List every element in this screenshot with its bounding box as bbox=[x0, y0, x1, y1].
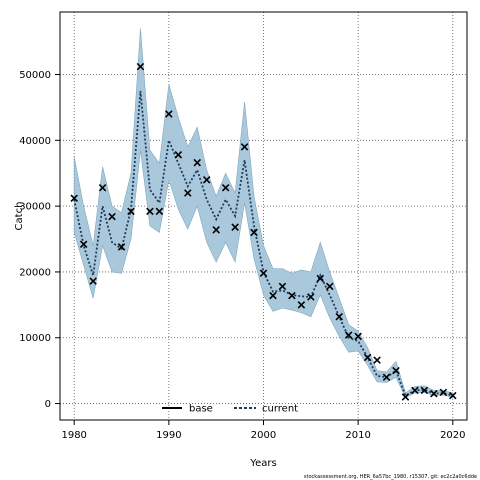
base-marker bbox=[221, 183, 230, 192]
base-marker bbox=[439, 388, 448, 397]
base-marker bbox=[165, 110, 173, 118]
y-tick-label: 40000 bbox=[19, 136, 51, 147]
x-tick-label: 2010 bbox=[345, 430, 370, 441]
base-marker bbox=[449, 391, 457, 400]
legend: base current bbox=[162, 404, 298, 415]
base-marker bbox=[136, 62, 145, 71]
base-marker bbox=[297, 301, 306, 309]
base-marker bbox=[184, 189, 192, 197]
base-marker bbox=[127, 207, 135, 216]
base-marker bbox=[430, 389, 438, 398]
base-marker bbox=[259, 269, 268, 278]
base-marker bbox=[250, 228, 258, 237]
band-area bbox=[73, 28, 454, 399]
base-marker bbox=[363, 353, 372, 362]
x-axis-label: Years bbox=[249, 458, 276, 469]
base-marker bbox=[420, 386, 429, 395]
base-marker bbox=[98, 183, 107, 192]
base-marker bbox=[231, 223, 239, 231]
base-marker bbox=[89, 277, 97, 285]
base-marker bbox=[174, 151, 183, 159]
base-marker bbox=[108, 212, 116, 221]
x-tick-label: 1980 bbox=[61, 430, 86, 441]
base-marker bbox=[344, 331, 353, 339]
base-marker bbox=[269, 291, 277, 300]
x-axis: 1980 1990 2000 2010 2020 bbox=[61, 420, 466, 441]
base-marker bbox=[193, 158, 202, 167]
base-marker bbox=[117, 243, 126, 251]
base-marker bbox=[354, 332, 362, 341]
legend-base-label: base bbox=[189, 404, 213, 415]
legend-current-label: current bbox=[262, 404, 298, 415]
base-marker bbox=[401, 393, 410, 401]
base-marker bbox=[288, 291, 296, 300]
y-tick-label: 30000 bbox=[19, 202, 51, 213]
x-tick-label: 2020 bbox=[440, 430, 465, 441]
y-axis: 0 10000 20000 30000 40000 50000 bbox=[19, 70, 60, 410]
base-marker bbox=[146, 207, 154, 216]
base-marker bbox=[373, 356, 381, 364]
y-tick-label: 20000 bbox=[19, 267, 51, 278]
y-tick-label: 50000 bbox=[19, 70, 51, 81]
y-tick-label: 10000 bbox=[19, 333, 51, 344]
base-marker bbox=[382, 373, 391, 381]
base-marker bbox=[335, 312, 343, 321]
base-marker bbox=[316, 274, 325, 283]
base-marker bbox=[307, 293, 315, 301]
base-marker bbox=[411, 386, 419, 395]
x-tick-label: 1990 bbox=[156, 430, 181, 441]
base-marker bbox=[325, 282, 334, 291]
y-axis-label: Catch bbox=[14, 202, 25, 231]
base-marker bbox=[392, 366, 400, 375]
base-markers bbox=[70, 62, 457, 401]
base-marker bbox=[240, 143, 249, 151]
base-marker bbox=[278, 282, 287, 291]
base-marker bbox=[212, 226, 220, 234]
base-marker bbox=[79, 240, 88, 249]
x-tick-label: 2000 bbox=[251, 430, 276, 441]
base-marker bbox=[202, 176, 211, 184]
footer-note: stockassessment.org, HER_6a57bc_1980, r1… bbox=[304, 474, 477, 480]
y-tick-label: 0 bbox=[45, 399, 51, 410]
confidence-band bbox=[73, 28, 454, 399]
base-marker bbox=[155, 207, 164, 216]
base-marker bbox=[70, 194, 78, 202]
